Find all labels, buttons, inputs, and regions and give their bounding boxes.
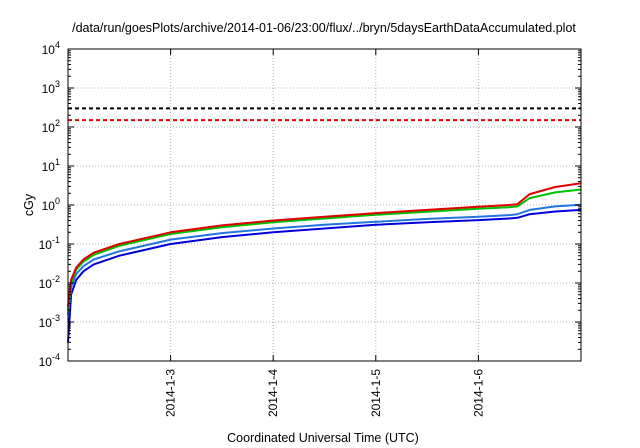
reference-lines bbox=[68, 107, 581, 122]
y-tick-label: 10-4 bbox=[39, 352, 60, 369]
y-tick-label: 101 bbox=[42, 157, 60, 174]
y-axis-ticks: 10-4 10-3 10-2 10-1 100 101 102 103 104 bbox=[39, 40, 581, 369]
y-tick-label: 10-2 bbox=[39, 274, 60, 291]
y-tick-label: 10-1 bbox=[39, 235, 60, 252]
y-axis-label: cGy bbox=[22, 193, 36, 216]
x-tick-label: 2014-1-4 bbox=[266, 369, 280, 417]
chart-title: /data/run/goesPlots/archive/2014-01-06/2… bbox=[72, 21, 576, 35]
x-tick-label: 2014-1-3 bbox=[164, 369, 178, 417]
series-line bbox=[67, 188, 582, 311]
x-axis-label: Coordinated Universal Time (UTC) bbox=[227, 431, 419, 445]
series-line bbox=[67, 208, 582, 343]
y-tick-label: 104 bbox=[42, 40, 60, 57]
series-line bbox=[67, 182, 582, 307]
x-tick-label: 2014-1-5 bbox=[369, 369, 383, 417]
y-tick-label: 100 bbox=[42, 196, 60, 213]
grid bbox=[68, 49, 581, 361]
series-line bbox=[67, 203, 582, 316]
series-group bbox=[67, 182, 582, 343]
y-tick-label: 103 bbox=[42, 79, 60, 96]
y-tick-label: 102 bbox=[42, 118, 60, 135]
x-tick-label: 2014-1-6 bbox=[471, 369, 485, 417]
y-tick-label: 10-3 bbox=[39, 313, 60, 330]
x-axis-ticks: 2014-1-3 2014-1-4 2014-1-5 2014-1-6 bbox=[164, 49, 485, 417]
